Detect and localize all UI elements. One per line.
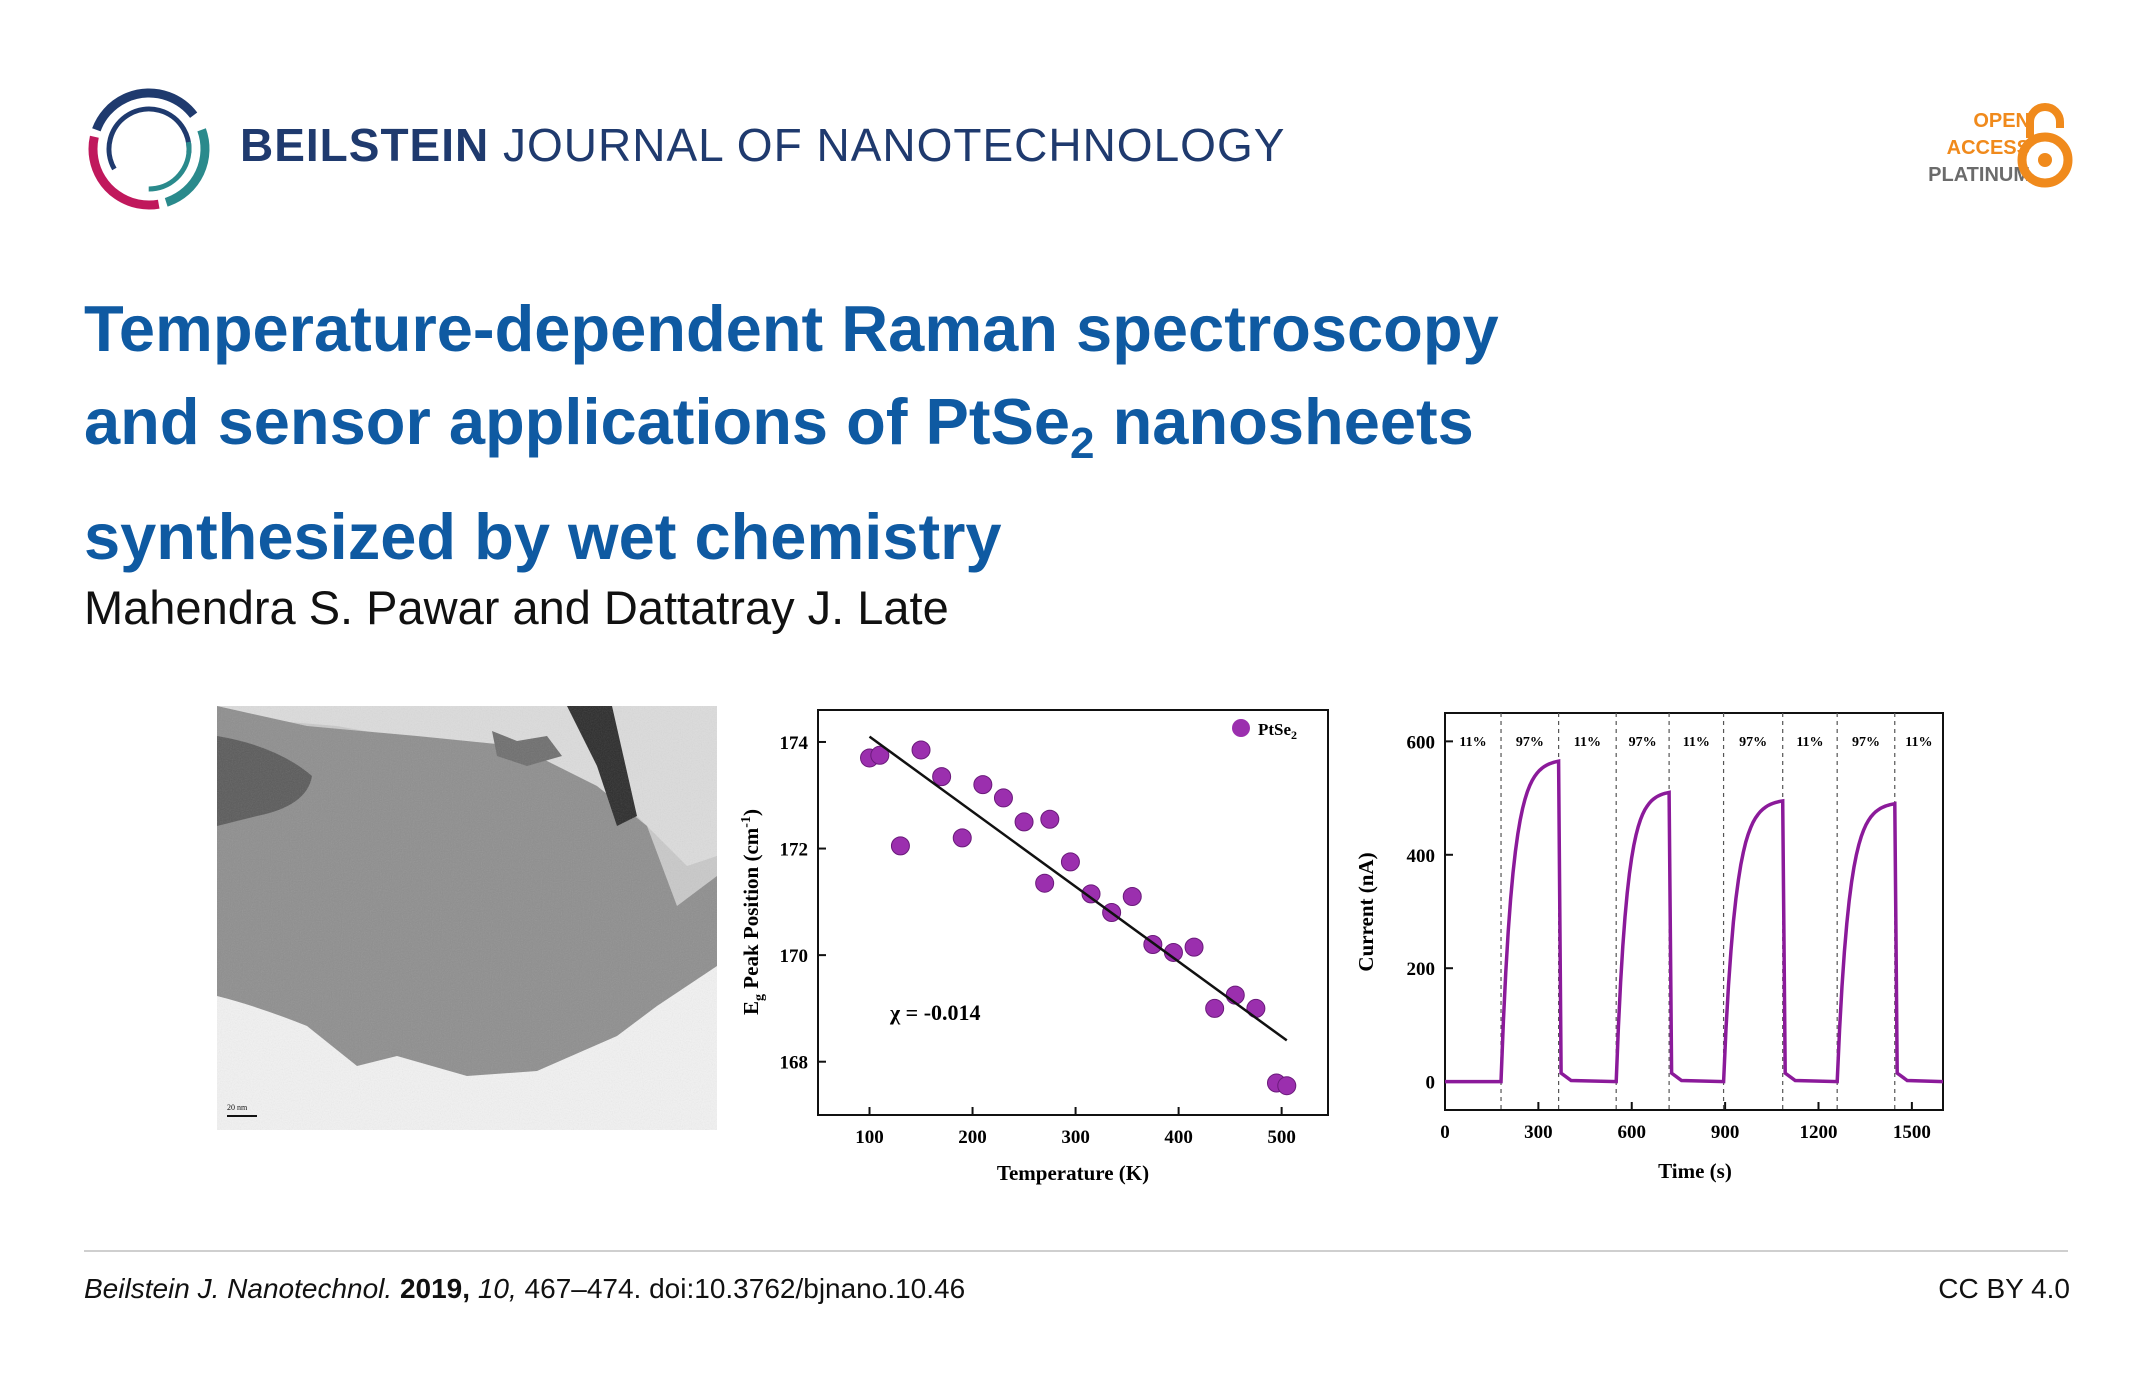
sensor-chart: 0 300 600 900 1200 1500 0 200 400 600 11% 97% 11% 97… (1354, 712, 1944, 1183)
raman-y-tick-label: 170 (780, 946, 809, 967)
sensor-humidity-label: 97% (1852, 735, 1880, 750)
open-access-badge: OPEN ACCESS PLATINUM (1928, 108, 2030, 189)
sensor-x-tick-label: 0 (1440, 1122, 1450, 1143)
raman-data-point (1060, 852, 1080, 872)
raman-y-tick-label: 174 (780, 733, 809, 754)
raman-data-point (870, 745, 890, 765)
raman-legend-marker (1232, 719, 1250, 737)
raman-x-tick-label: 300 (1061, 1127, 1090, 1148)
title-line-3: synthesized by wet chemistry (84, 500, 1002, 573)
raman-data-point (1205, 998, 1225, 1018)
sensor-humidity-label: 97% (1629, 735, 1657, 750)
raman-y-tick-label: 168 (780, 1053, 809, 1074)
footer-divider (84, 1250, 2068, 1252)
oa-open: OPEN (1973, 110, 2030, 132)
sensor-y-tick-label: 600 (1407, 732, 1436, 753)
sensor-current-trace (1445, 759, 1944, 1084)
title-line-2: and sensor applications of PtSe2 nanoshe… (84, 375, 1684, 490)
citation: Beilstein J. Nanotechnol. 2019, 10, 467–… (84, 1273, 965, 1305)
sensor-humidity-label: 11% (1683, 735, 1710, 750)
raman-legend-label: PtSe2 (1258, 720, 1297, 742)
sensor-x-tick-label: 300 (1524, 1122, 1553, 1143)
raman-data-point (1081, 884, 1101, 904)
raman-x-tick-label: 400 (1164, 1127, 1193, 1148)
sensor-x-tick-label: 600 (1618, 1122, 1647, 1143)
sensor-x-tick-label: 1200 (1800, 1122, 1838, 1143)
sensor-humidity-label: 11% (1459, 735, 1486, 750)
raman-x-tick-label: 100 (855, 1127, 884, 1148)
sensor-x-axis-label: Time (s) (1658, 1159, 1732, 1183)
oa-access: ACCESS (1946, 137, 2030, 159)
raman-y-axis-label: Eg Peak Position (cm-1) (739, 809, 767, 1015)
citation-pages-doi: 467–474. doi:10.3762/bjnano.10.46 (524, 1273, 966, 1304)
authors: Mahendra S. Pawar and Dattatray J. Late (84, 581, 949, 634)
title-line-2-pre: and sensor applications of PtSe (84, 385, 1071, 458)
title-subscript: 2 (1070, 419, 1095, 468)
citation-year: 2019, (399, 1273, 471, 1304)
raman-data-point (952, 828, 972, 848)
sensor-y-tick-label: 400 (1407, 846, 1436, 867)
title-line-2-post: nanosheets (1094, 385, 1474, 458)
raman-fit-line (868, 735, 1288, 1042)
raman-data-point (1035, 873, 1055, 893)
raman-slope-label: χ = -0.014 (889, 1000, 981, 1025)
license-label: CC BY 4.0 (1938, 1273, 2070, 1304)
raman-data-point (890, 836, 910, 856)
journal-name-rest: JOURNAL OF NANOTECHNOLOGY (503, 119, 1286, 171)
sensor-humidity-label: 97% (1516, 735, 1544, 750)
tem-scale-bar-label: 20 nm (227, 1103, 248, 1112)
sensor-x-tick-label: 900 (1711, 1122, 1740, 1143)
raman-data-point (1014, 812, 1034, 832)
sensor-humidity-label: 97% (1739, 735, 1767, 750)
sensor-y-tick-label: 0 (1426, 1073, 1436, 1094)
tem-micrograph: 20 nm (217, 706, 717, 1130)
sensor-y-tick-label: 200 (1407, 959, 1436, 980)
sensor-x-tick-label: 1500 (1893, 1122, 1931, 1143)
raman-data-point (932, 767, 952, 787)
raman-y-tick-label: 172 (780, 840, 809, 861)
article-title: Temperature-dependent Raman spectroscopy… (84, 282, 1684, 583)
raman-data-point (911, 740, 931, 760)
raman-data-point (1040, 809, 1060, 829)
raman-x-axis-label: Temperature (K) (997, 1161, 1149, 1185)
journal-name-bold: BEILSTEIN (240, 119, 490, 171)
raman-x-tick-label: 200 (958, 1127, 987, 1148)
oa-platinum: PLATINUM (1928, 164, 2030, 186)
title-line-1: Temperature-dependent Raman spectroscopy (84, 292, 1499, 365)
raman-data-point (993, 788, 1013, 808)
raman-chart: 100 200 300 400 500 168 170 172 174 χ = -0.014 P… (739, 709, 1329, 1185)
sensor-humidity-label: 11% (1574, 735, 1601, 750)
raman-plot-frame (817, 709, 1329, 1116)
raman-data-point (973, 775, 993, 795)
raman-data-point (1277, 1076, 1297, 1096)
sensor-plot-frame (1444, 712, 1944, 1111)
open-access-lock-icon (2017, 103, 2073, 188)
raman-x-tick-label: 500 (1267, 1127, 1296, 1148)
citation-journal: Beilstein J. Nanotechnol. (84, 1273, 393, 1304)
sensor-humidity-label: 11% (1796, 735, 1823, 750)
citation-volume: 10, (477, 1273, 517, 1304)
raman-data-point (1122, 887, 1142, 907)
raman-data-point (1184, 937, 1204, 957)
beilstein-logo-icon (88, 88, 210, 210)
sensor-y-axis-label: Current (nA) (1354, 852, 1378, 971)
sensor-humidity-label: 11% (1905, 735, 1932, 750)
journal-name: BEILSTEIN JOURNAL OF NANOTECHNOLOGY (240, 118, 1285, 172)
